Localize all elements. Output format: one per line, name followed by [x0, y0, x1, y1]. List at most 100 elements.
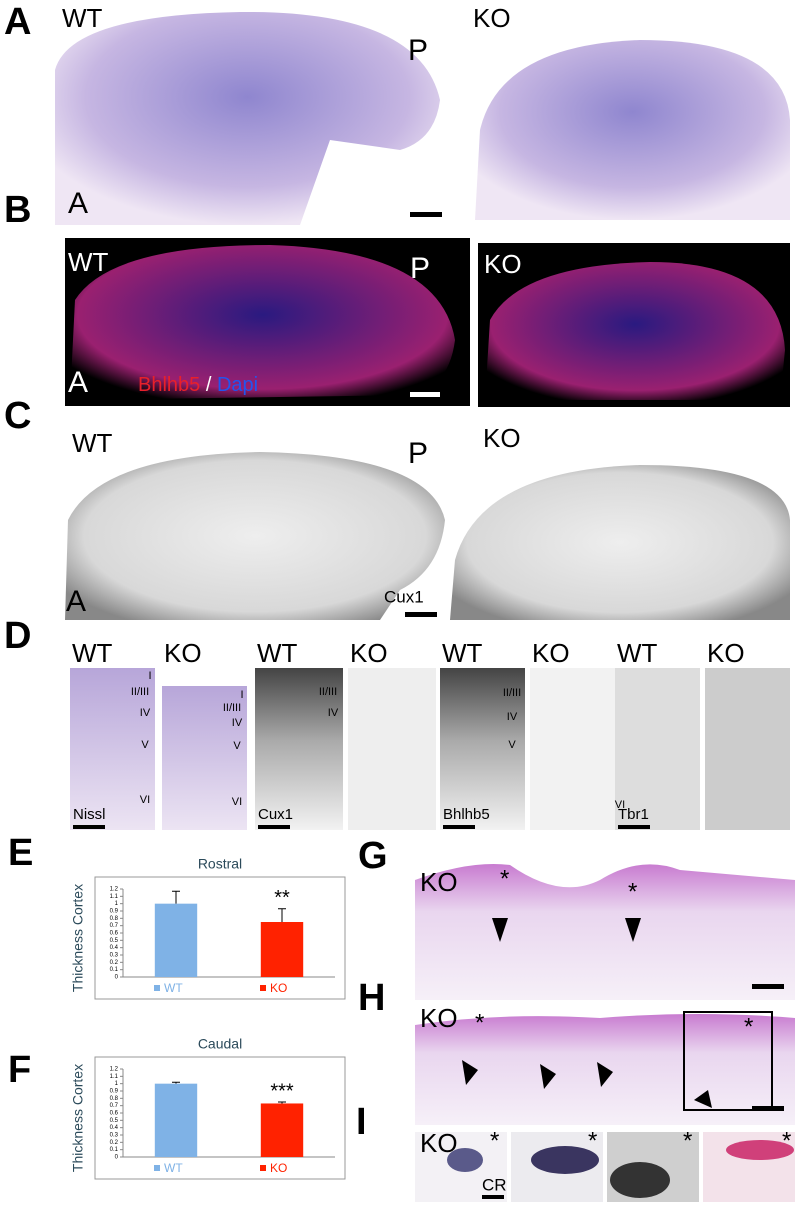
- significance: **: [274, 887, 290, 909]
- genotype-label: KO: [532, 638, 570, 668]
- region-label: CR: [482, 1175, 507, 1194]
- micrograph: [615, 668, 700, 830]
- layer-label: IV: [507, 711, 518, 723]
- legend-swatch: [154, 985, 160, 991]
- asterisk: *: [744, 1013, 753, 1040]
- genotype-label: KO: [350, 638, 388, 668]
- genotype-label: KO: [484, 249, 522, 279]
- layer-label: V: [508, 739, 516, 751]
- layer-label: VI: [140, 794, 150, 806]
- error-bar: [278, 1101, 286, 1104]
- axis-label: P: [408, 437, 428, 470]
- y-tick-label: 0.7: [110, 1103, 119, 1109]
- micrograph: [447, 1148, 483, 1172]
- y-tick-label: 0.9: [110, 1089, 119, 1095]
- layer-label: IV: [328, 707, 339, 719]
- genotype-label: KO: [420, 1003, 458, 1033]
- scale-bar: [410, 392, 440, 397]
- asterisk: *: [475, 1009, 484, 1036]
- asterisk: *: [490, 1127, 499, 1154]
- y-axis-label: Thickness Cortex: [70, 1064, 86, 1172]
- scale-bar: [618, 825, 650, 829]
- micrograph: [475, 40, 790, 220]
- axis-label: A: [68, 366, 88, 399]
- chart-frame: [94, 876, 346, 1000]
- layer-label: IV: [232, 717, 243, 729]
- scale-bar: [258, 825, 290, 829]
- micrograph: [450, 465, 790, 620]
- chart-title: Rostral: [198, 856, 242, 872]
- inset-box: [683, 1011, 773, 1111]
- y-tick-label: 0.6: [110, 1111, 119, 1117]
- layer-label: II/III: [223, 702, 241, 714]
- y-tick-label: 0.3: [110, 1133, 119, 1139]
- micrograph: [726, 1140, 794, 1160]
- bar: [260, 1103, 304, 1157]
- y-tick-label: 1.1: [110, 894, 119, 900]
- layer-label: VI: [615, 799, 625, 811]
- panel-label: F: [8, 1049, 31, 1091]
- legend-swatch: [260, 1165, 266, 1171]
- y-tick-label: 0: [115, 1155, 119, 1161]
- genotype-label: KO: [483, 423, 521, 453]
- micrograph: [255, 668, 343, 830]
- stain-legend: Bhlhb5 / Dapi: [138, 374, 258, 396]
- y-tick-label: 1.2: [110, 1067, 119, 1073]
- chart-frame: [94, 1056, 346, 1180]
- legend-label: WT: [164, 1161, 183, 1175]
- stain-name: Cux1: [384, 587, 424, 606]
- y-tick-label: 0.5: [110, 938, 119, 944]
- panel-label: C: [4, 395, 31, 437]
- stain-name: Nissl: [73, 806, 106, 823]
- layer-label: I: [240, 689, 243, 701]
- micrograph: [65, 452, 445, 620]
- genotype-label: KO: [420, 867, 458, 897]
- asterisk: *: [500, 865, 509, 892]
- chart-title: Caudal: [198, 1036, 242, 1052]
- layer-label: II/III: [131, 686, 149, 698]
- y-tick-label: 1: [115, 901, 119, 907]
- genotype-label: KO: [707, 638, 745, 668]
- stain-name: Cux1: [258, 806, 293, 823]
- error-bar: [172, 890, 180, 904]
- genotype-label: KO: [164, 638, 202, 668]
- axis-label: P: [408, 34, 428, 67]
- legend-label: KO: [270, 981, 287, 995]
- layer-label: IV: [140, 707, 151, 719]
- y-tick-label: 0.2: [110, 960, 119, 966]
- y-tick-label: 0.3: [110, 953, 119, 959]
- bar: [154, 1083, 198, 1157]
- arrowhead: [694, 1090, 712, 1108]
- panel-label: A: [4, 1, 31, 43]
- micrograph: [162, 686, 247, 830]
- scale-bar: [752, 1106, 784, 1111]
- arrowhead: [625, 918, 641, 942]
- y-tick-label: 1: [115, 1081, 119, 1087]
- micrograph: [531, 1146, 599, 1174]
- asterisk: *: [628, 878, 637, 905]
- panel-label: G: [358, 835, 388, 877]
- scale-bar: [73, 825, 105, 829]
- micrograph: [440, 668, 525, 830]
- layer-label: V: [141, 739, 149, 751]
- y-tick-label: 0.1: [110, 967, 119, 973]
- scale-bar: [443, 825, 475, 829]
- significance: ***: [270, 1080, 294, 1102]
- y-tick-label: 0.1: [110, 1147, 119, 1153]
- arrowhead: [462, 1060, 478, 1085]
- panel-label: E: [8, 832, 33, 874]
- error-bar: [278, 908, 286, 922]
- asterisk: *: [782, 1127, 791, 1154]
- counterstain-name: Dapi: [217, 374, 258, 396]
- layer-label: V: [233, 740, 241, 752]
- micrograph: [530, 668, 615, 830]
- y-tick-label: 0.5: [110, 1118, 119, 1124]
- legend-label: WT: [164, 981, 183, 995]
- stain-name: Bhlhb5: [138, 374, 200, 396]
- arrowhead: [597, 1062, 613, 1087]
- stain-name: Tbr1: [618, 806, 649, 823]
- bar: [260, 922, 304, 977]
- micrograph: [348, 668, 436, 830]
